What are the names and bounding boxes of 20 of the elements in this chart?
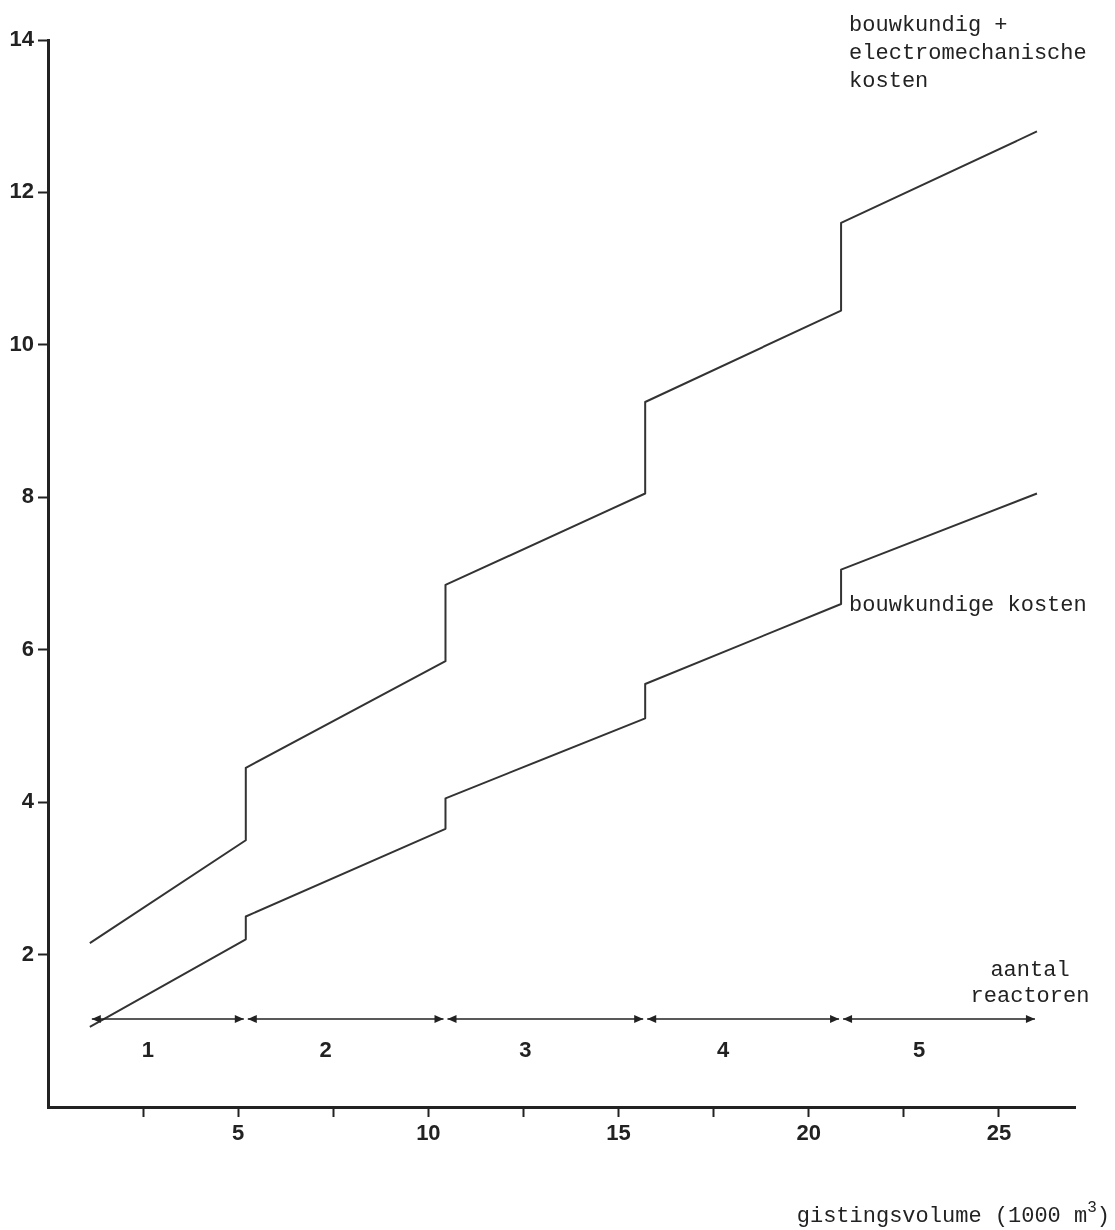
series-label: bouwkundige kosten: [849, 592, 1087, 618]
annotation: 1: [141, 1037, 154, 1063]
annotation: 4: [717, 1037, 730, 1063]
annotation: 5: [912, 1037, 926, 1063]
y-tick-label: 6: [21, 635, 34, 661]
text: bouwkundig + electromechanische kosten: [849, 12, 1087, 94]
y-tick-label: 4: [21, 788, 35, 814]
y-tick-label: 14: [9, 26, 35, 52]
annotation: 2: [319, 1037, 332, 1063]
y-tick-label: 2: [21, 940, 34, 966]
annotation: 3: [519, 1037, 532, 1063]
y-tick-label: 10: [9, 330, 34, 356]
x-tick-label: 15: [606, 1120, 631, 1146]
x-tick-label: 25: [986, 1120, 1012, 1146]
annotation: aantal reactoren: [970, 957, 1090, 1009]
x-tick-label: 5: [232, 1120, 245, 1146]
y-tick-label: 12: [9, 178, 34, 204]
x-tick-label: 10: [416, 1120, 441, 1146]
y-tick-label: 8: [21, 483, 34, 509]
x-tick-label: 20: [796, 1120, 821, 1146]
